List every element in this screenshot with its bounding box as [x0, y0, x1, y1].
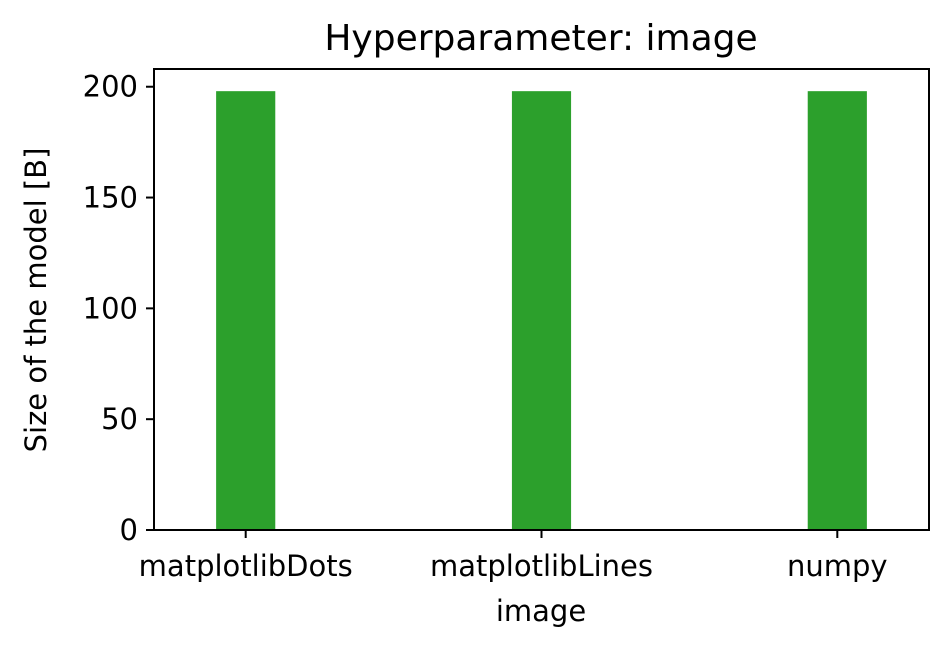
- y-tick-label: 100: [83, 291, 138, 325]
- chart-title: Hyperparameter: image: [324, 18, 757, 59]
- y-axis-label: Size of the model [B]: [19, 148, 53, 453]
- x-tick-label: numpy: [787, 549, 888, 583]
- bar-numpy: [807, 91, 867, 531]
- x-axis-label: image: [496, 594, 586, 628]
- bar-matplotlibDots: [216, 91, 276, 531]
- plot-frame: [153, 68, 930, 531]
- x-tick-label: matplotlibLines: [430, 549, 653, 583]
- y-tick-label: 0: [120, 513, 138, 547]
- y-tick-label: 150: [83, 181, 138, 215]
- bar-matplotlibLines: [511, 91, 572, 531]
- y-tick-label: 200: [83, 70, 138, 104]
- y-tick-label: 50: [101, 402, 138, 436]
- x-tick-label: matplotlibDots: [139, 549, 353, 583]
- plot-area: matplotlibDots matplotlibLines numpy 0 50 100…: [83, 70, 888, 583]
